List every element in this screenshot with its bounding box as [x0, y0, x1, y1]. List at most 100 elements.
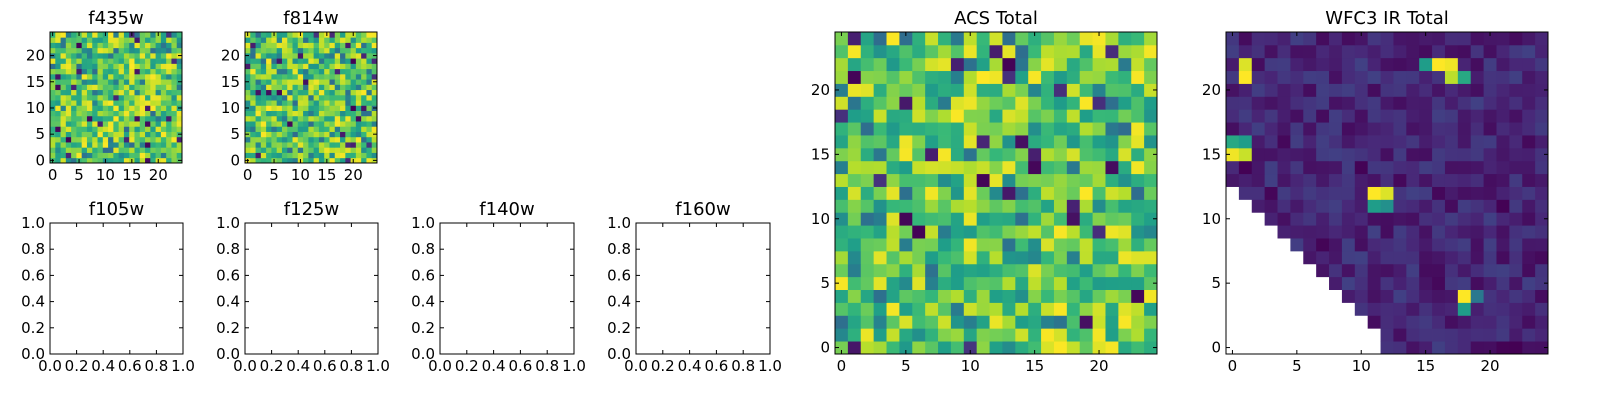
heatmap-cell: [292, 94, 299, 101]
heatmap-cell: [1264, 44, 1278, 59]
heatmap-cell: [1053, 109, 1068, 123]
heatmap-cell: [912, 57, 926, 72]
heatmap-cell: [250, 73, 256, 80]
heatmap-cell: [102, 100, 109, 106]
heatmap-cell: [1041, 289, 1055, 303]
heatmap-cell: [1053, 160, 1068, 175]
heatmap-cell: [86, 121, 93, 127]
heatmap-cell: [1105, 122, 1119, 136]
heatmap-cell: [950, 315, 965, 329]
heatmap-cell: [1118, 289, 1132, 303]
heatmap-cell: [1509, 122, 1523, 136]
heatmap-cell: [1144, 122, 1158, 136]
heatmap-cell: [76, 73, 83, 80]
heatmap-cell: [847, 186, 862, 200]
heatmap-cell: [318, 73, 325, 80]
heatmap-cell: [55, 121, 61, 127]
heatmap-cell: [860, 315, 875, 329]
heatmap-cell: [65, 94, 72, 101]
heatmap-cell: [1457, 147, 1472, 162]
heatmap-cell: [1144, 186, 1158, 200]
heatmap-cell: [1535, 238, 1549, 252]
heatmap-cell: [1092, 328, 1106, 342]
x-tick-label: 5: [74, 166, 84, 184]
heatmap-cell: [1118, 57, 1132, 72]
heatmap-cell: [1406, 289, 1420, 303]
heatmap-cell: [1457, 83, 1472, 97]
heatmap-cell: [938, 289, 952, 303]
heatmap-cell: [1406, 173, 1420, 187]
heatmap-cell: [160, 58, 167, 64]
heatmap-cell: [297, 152, 304, 159]
heatmap-cell: [1277, 70, 1291, 84]
heatmap-cell: [308, 136, 315, 143]
heatmap-cell: [324, 94, 330, 101]
heatmap-cell: [976, 135, 990, 149]
heatmap-cell: [371, 115, 378, 122]
heatmap-cell: [873, 96, 887, 110]
heatmap-cell: [1483, 225, 1497, 239]
heatmap-cell: [1053, 212, 1068, 226]
heatmap-cell: [976, 173, 990, 187]
heatmap-cell: [1522, 173, 1536, 187]
heatmap-cell: [1341, 238, 1356, 252]
heatmap-cell: [139, 37, 146, 43]
heatmap-cell: [281, 68, 288, 75]
heatmap-cell: [276, 100, 283, 106]
heatmap-cell: [113, 100, 120, 106]
x-tick-label: 0.2: [65, 357, 89, 375]
heatmap-cell: [1290, 212, 1304, 226]
heatmap-cell: [171, 84, 178, 91]
heatmap-cell: [835, 225, 849, 239]
heatmap-cell: [129, 58, 135, 64]
heatmap-cell: [1002, 263, 1016, 278]
heatmap-cell: [1341, 70, 1356, 84]
heatmap-cell: [1131, 328, 1145, 342]
heatmap-cell: [361, 147, 367, 153]
heatmap-cell: [118, 68, 125, 75]
heatmap-cell: [129, 121, 135, 127]
heatmap-cell: [308, 94, 315, 101]
heatmap-cell: [60, 73, 67, 80]
heatmap-cell: [303, 79, 309, 85]
heatmap-cell: [963, 173, 978, 187]
heatmap-cell: [171, 142, 178, 148]
heatmap-cell: [160, 126, 167, 132]
heatmap-cell: [271, 68, 278, 75]
heatmap-cell: [334, 131, 341, 138]
heatmap-cell: [886, 44, 900, 59]
heatmap-cell: [1354, 199, 1369, 213]
heatmap-cell: [245, 136, 251, 143]
heatmap-cell: [303, 32, 309, 38]
heatmap-cell: [1118, 147, 1132, 162]
heatmap-cell: [1457, 173, 1472, 187]
heatmap-cell: [276, 32, 283, 38]
heatmap-cell: [1470, 263, 1484, 278]
heatmap-cell: [1393, 122, 1407, 136]
x-tick-label: 0.2: [651, 357, 675, 375]
heatmap-cell: [1380, 212, 1394, 226]
heatmap-cell: [912, 160, 926, 175]
heatmap-cell: [1238, 109, 1253, 123]
heatmap-cell: [65, 52, 72, 59]
heatmap-cell: [1131, 70, 1145, 84]
heatmap-cell: [324, 58, 330, 64]
heatmap-cell: [334, 100, 341, 106]
heatmap-cell: [873, 212, 887, 226]
heatmap-cell: [371, 42, 378, 49]
heatmap-cell: [313, 73, 320, 80]
heatmap-cell: [950, 341, 965, 355]
heatmap-cell: [873, 250, 887, 265]
heatmap-cell: [1496, 263, 1510, 278]
heatmap-cell: [950, 289, 965, 303]
heatmap-cell: [835, 109, 849, 123]
heatmap-cell: [1251, 173, 1266, 187]
heatmap-cell: [1002, 96, 1016, 110]
heatmap-cell: [1015, 199, 1029, 213]
heatmap-cell: [361, 100, 367, 106]
heatmap-cell: [345, 58, 351, 64]
heatmap-cell: [55, 126, 61, 132]
heatmap-cell: [171, 94, 178, 101]
heatmap-cell: [145, 73, 151, 80]
heatmap-cell: [1092, 44, 1106, 59]
